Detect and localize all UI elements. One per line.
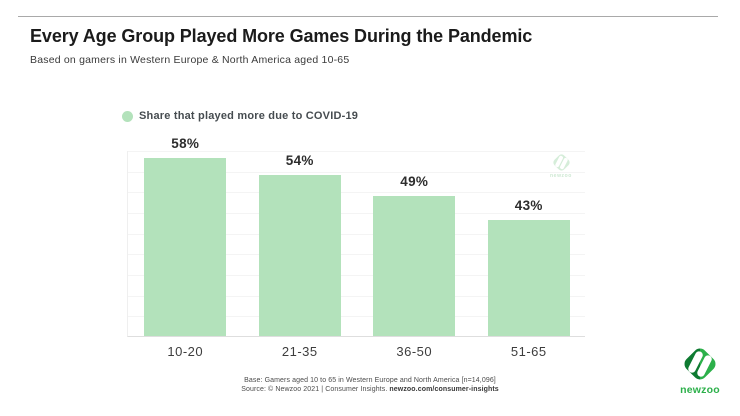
bar xyxy=(144,158,227,336)
gridline xyxy=(128,254,585,256)
footnote-source-link: newzoo.com/consumer-insights xyxy=(389,385,499,393)
bar xyxy=(487,220,570,336)
newzoo-logo-icon xyxy=(681,345,719,383)
newzoo-wordmark: newzoo xyxy=(680,384,720,396)
bar-value-label: 49% xyxy=(400,173,429,189)
gridline xyxy=(128,316,585,318)
bar-slot: 58% 10-20 xyxy=(128,136,243,359)
x-axis-label: 51-65 xyxy=(510,344,547,359)
legend-dot-icon xyxy=(122,110,133,122)
gridline xyxy=(128,192,585,194)
chart-footnote: Base: Gamers aged 10 to 65 in Western Eu… xyxy=(0,377,740,394)
bar-slot: 43% 51-65 xyxy=(472,151,587,359)
bar-slot: 54% 21-35 xyxy=(243,151,358,359)
chart-legend: Share that played more due to COVID-19 xyxy=(122,110,358,122)
page-title: Every Age Group Played More Games During… xyxy=(30,26,533,46)
top-divider xyxy=(18,16,718,17)
bar xyxy=(258,174,341,336)
gridline xyxy=(128,275,585,276)
x-axis-label: 10-20 xyxy=(167,344,204,359)
footnote-source-prefix: Source: © Newzoo 2021 | Consumer Insight… xyxy=(241,385,390,393)
watermark-wordmark: newzoo xyxy=(550,173,572,179)
newzoo-watermark: newzoo xyxy=(546,152,576,179)
footnote-source-line: Source: © Newzoo 2021 | Consumer Insight… xyxy=(0,386,740,395)
bar-slot: 49% 36-50 xyxy=(357,151,472,359)
x-axis-label: 21-35 xyxy=(281,344,318,359)
gridline xyxy=(128,151,585,152)
footnote-base-line: Base: Gamers aged 10 to 65 in Western Eu… xyxy=(244,377,496,384)
gridline xyxy=(128,295,585,297)
x-axis-label: 36-50 xyxy=(396,344,433,359)
bar-value-label: 58% xyxy=(171,136,200,152)
legend-label: Share that played more due to COVID-19 xyxy=(139,110,359,122)
plot-area: newzoo 58% 10-20 54% 21-35 49% 36-50 43% 51-65 xyxy=(127,136,587,359)
newzoo-logo: newzoo xyxy=(671,344,729,396)
gridline xyxy=(128,213,585,214)
page-subtitle: Based on gamers in Western Europe & Nort… xyxy=(30,54,350,66)
gridline xyxy=(128,171,585,173)
bar-value-label: 43% xyxy=(514,198,543,214)
newzoo-watermark-icon xyxy=(552,154,570,171)
gridline xyxy=(128,233,585,235)
bar-value-label: 54% xyxy=(285,152,314,168)
bar xyxy=(373,195,456,336)
